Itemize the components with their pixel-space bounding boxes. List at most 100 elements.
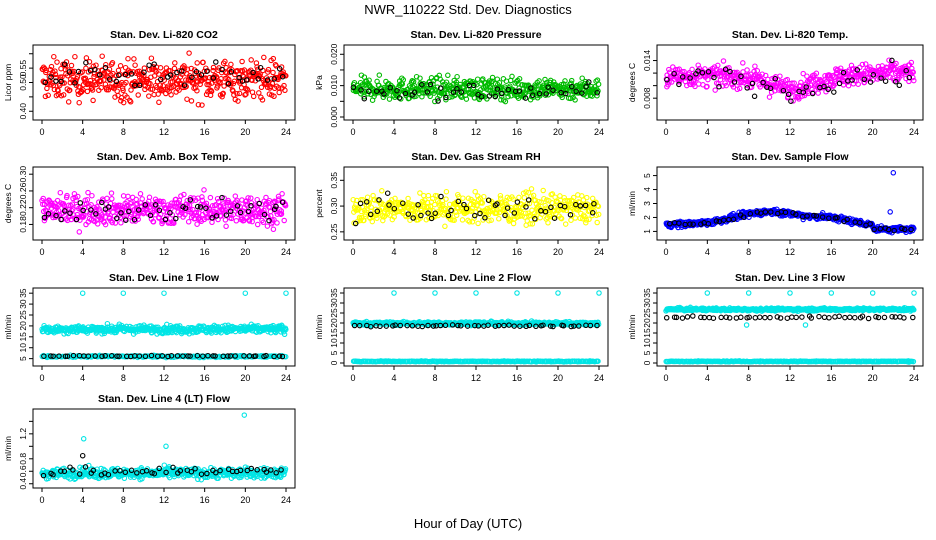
data-point [48,63,55,70]
data-point [712,87,718,93]
data-point [567,212,574,218]
data-point [141,72,147,79]
data-point [383,91,390,97]
data-point [159,353,166,359]
data-point [48,353,54,359]
data-point [42,79,49,86]
data-point [757,84,763,90]
data-point [167,72,174,78]
data-point [543,91,549,97]
data-point [258,84,265,91]
data-point [74,74,81,80]
data-point [428,215,435,222]
data-point [92,353,98,359]
data-point [364,194,371,200]
data-point [123,79,129,86]
data-point [70,352,77,359]
data-point [99,214,105,220]
data-point [721,217,727,223]
data-point [174,353,181,359]
data-point [195,101,202,108]
data-point [437,322,444,329]
data-point [550,90,556,96]
data-point [523,189,529,195]
data-point [220,203,227,209]
data-point [252,353,259,359]
data-point [527,221,533,227]
data-point [747,211,754,217]
data-point [171,65,178,72]
data-point [893,60,899,67]
data-point [88,202,94,208]
data-point [279,191,285,197]
data-point [109,60,116,66]
y-tick-label: 0 [329,360,339,365]
y-tick-label: 0.010 [329,75,339,97]
data-point [181,82,188,88]
data-point [522,95,529,101]
data-point [261,211,268,218]
data-point [516,88,523,94]
data-point [752,63,758,69]
x-tick-label: 16 [826,127,836,137]
x-tick-label: 16 [512,247,522,257]
data-point [411,89,418,96]
data-point [886,57,892,63]
x-tick-label: 16 [826,247,836,257]
data-point [472,322,478,329]
data-point [427,93,433,100]
data-point [158,198,164,205]
y-tick-label: 1 [642,229,652,234]
y-tick-label: 0.25 [329,223,339,240]
data-point [366,88,372,95]
data-points [350,290,602,365]
data-point [430,81,436,87]
data-point [263,194,269,201]
data-point [594,89,600,96]
data-points [39,290,289,361]
data-point [751,93,758,100]
data-point [213,213,220,219]
data-point [109,196,115,202]
data-point [796,96,802,102]
data-point [665,81,671,88]
data-point [514,290,520,296]
data-point [283,326,289,333]
data-point [125,193,131,200]
data-point [512,88,519,95]
data-point [424,89,431,95]
data-point [263,352,269,359]
data-point [222,217,229,223]
data-point [219,66,225,73]
data-point [212,353,218,359]
data-point [254,221,261,228]
data-point [241,353,247,359]
data-point [358,197,364,203]
data-point [705,221,712,227]
y-tick-label: 5 [329,350,339,355]
data-point [88,207,94,213]
data-point [103,61,109,68]
data-point [189,74,195,81]
data-point [430,323,437,329]
x-tick-label: 4 [705,247,710,257]
x-tick-label: 24 [909,127,919,137]
y-tick-label: 0.26 [18,182,28,199]
data-point [583,219,589,226]
data-point [72,80,78,86]
data-point [243,201,249,208]
y-tick-label: 25 [18,310,28,320]
data-point [394,87,400,94]
data-point [514,199,521,205]
data-point [61,80,67,86]
data-point [443,94,449,101]
data-point [494,210,500,217]
data-point [698,221,704,227]
data-point [40,64,47,71]
data-point [443,188,450,195]
data-point [102,64,109,71]
data-point [135,207,142,213]
data-point [376,197,382,203]
data-point [855,81,861,87]
data-point [386,202,392,208]
